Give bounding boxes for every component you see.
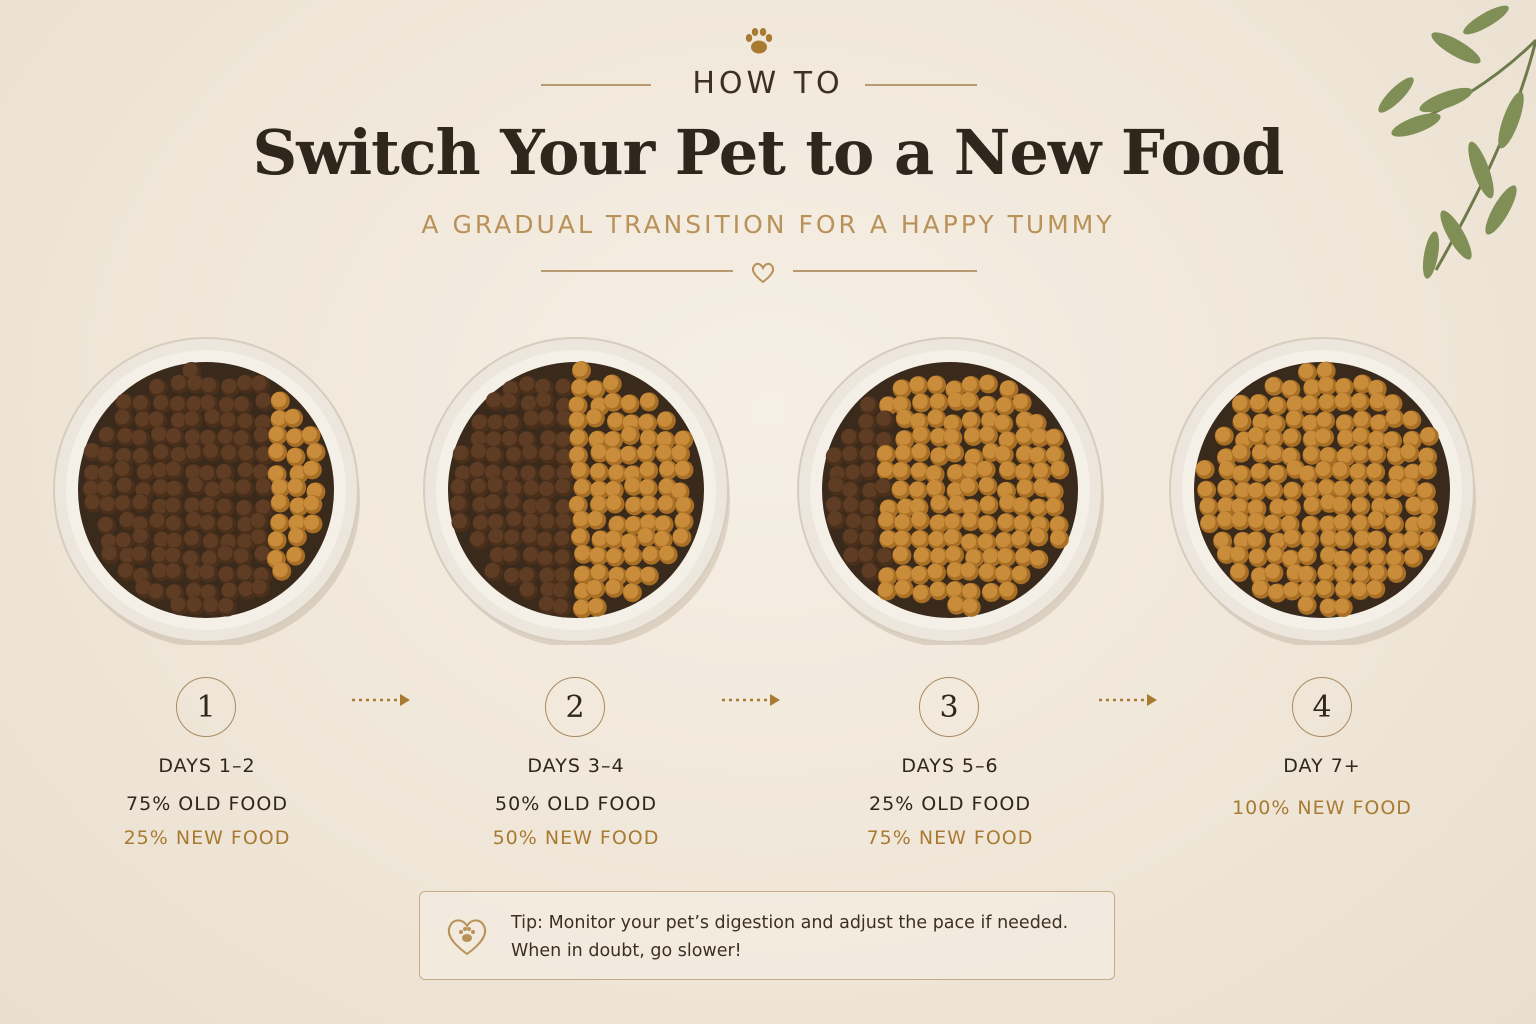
arrow-right-icon — [722, 694, 780, 706]
step-new-food-4: 100% NEW FOOD — [1232, 797, 1412, 819]
step-old-food-2: 50% OLD FOOD — [495, 793, 657, 815]
heart-paw-icon — [447, 919, 487, 956]
arrow-right-icon — [1099, 694, 1157, 706]
step-days-4: DAY 7+ — [1283, 755, 1361, 777]
tip-box — [419, 891, 1115, 980]
paw-icon — [745, 28, 773, 54]
divider-rule-left — [541, 270, 733, 272]
heart-icon — [751, 262, 775, 284]
page-subtitle: A GRADUAL TRANSITION FOR A HAPPY TUMMY — [421, 210, 1115, 239]
step-number-2: 2 — [545, 677, 605, 737]
step-number-3: 3 — [919, 677, 979, 737]
step-days-1: DAYS 1–2 — [158, 755, 256, 777]
kicker-text: HOW TO — [692, 66, 844, 101]
tip-text-line-2: When in doubt, go slower! — [511, 941, 742, 961]
food-bowl-4 — [1169, 337, 1476, 645]
olive-branch-decoration — [1378, 5, 1536, 279]
step-new-food-2: 50% NEW FOOD — [492, 827, 660, 849]
food-bowl-3 — [797, 337, 1104, 645]
step-old-food-1: 75% OLD FOOD — [126, 793, 288, 815]
step-days-3: DAYS 5–6 — [901, 755, 999, 777]
step-new-food-1: 25% NEW FOOD — [123, 827, 291, 849]
food-bowl-1 — [53, 337, 360, 645]
header-rule-left — [541, 84, 651, 86]
step-old-food-3: 25% OLD FOOD — [869, 793, 1031, 815]
step-new-food-3: 75% NEW FOOD — [866, 827, 1034, 849]
header-rule-right — [865, 84, 977, 86]
step-number-4: 4 — [1292, 677, 1352, 737]
tip-text-line-1: Tip: Monitor your pet’s digestion and ad… — [511, 913, 1069, 933]
page-title: Switch Your Pet to a New Food — [252, 116, 1284, 189]
food-bowl-2 — [423, 337, 730, 645]
divider-rule-right — [793, 270, 977, 272]
step-number-1: 1 — [176, 677, 236, 737]
step-days-2: DAYS 3–4 — [527, 755, 625, 777]
arrow-right-icon — [352, 694, 410, 706]
